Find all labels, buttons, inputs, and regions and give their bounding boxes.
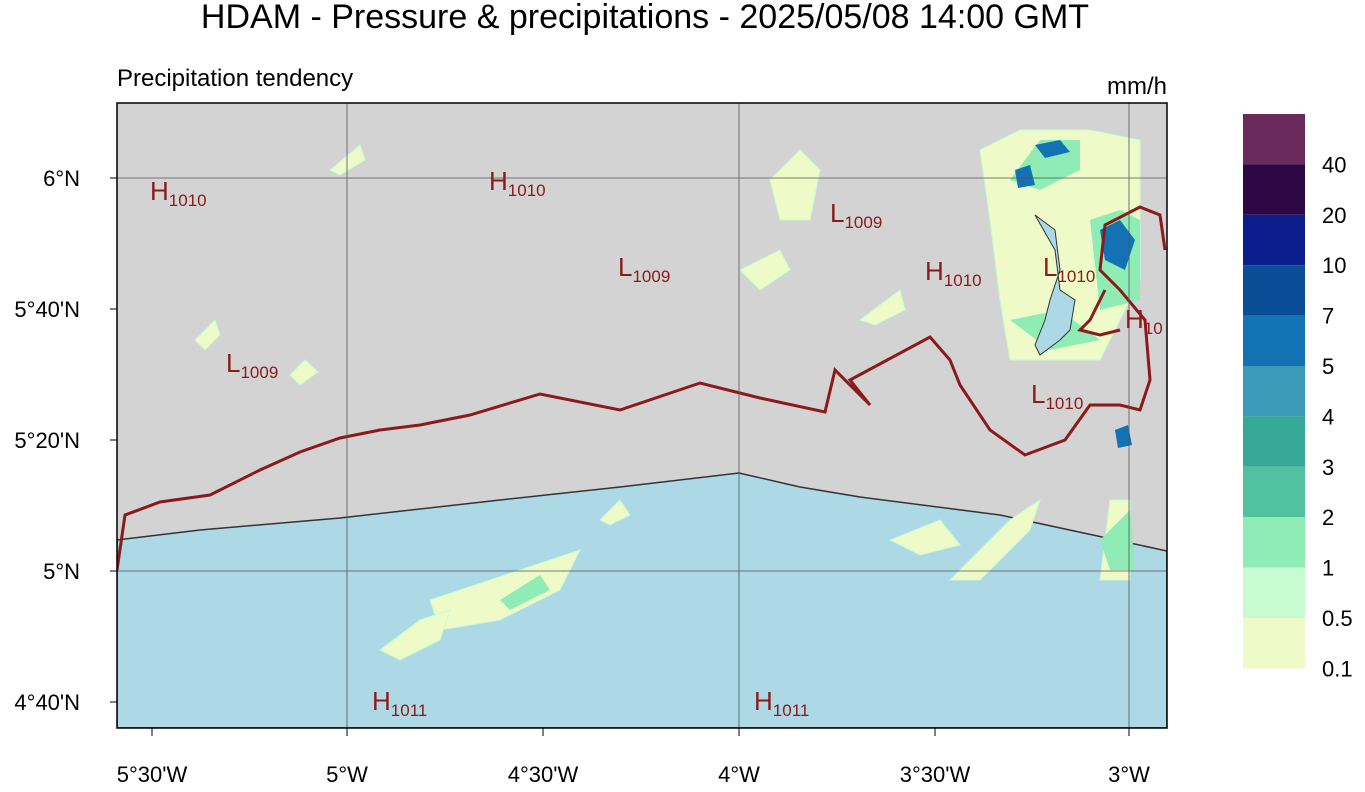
pressure-value: 1011 [391, 701, 428, 720]
pressure-label: L1009 [226, 348, 278, 382]
colorbar-segment [1243, 567, 1305, 618]
colorbar-segment [1243, 214, 1305, 266]
colorbar-segment [1243, 618, 1305, 669]
pressure-value: 1010 [944, 271, 982, 290]
unit: mm/h [1107, 73, 1167, 100]
colorbar-label: 40 [1322, 152, 1346, 177]
lat-label: 6°N [43, 166, 80, 191]
pressure-label: H1010 [489, 166, 546, 200]
pressure-type: H [754, 686, 773, 716]
lon-label: 3°30'W [900, 762, 971, 787]
colorbar-label: 10 [1322, 253, 1346, 278]
lat-label: 5°20'N [14, 428, 80, 453]
pressure-type: H [150, 176, 169, 206]
colorbar-segment [1243, 366, 1305, 417]
colorbar-label: 5 [1322, 354, 1334, 379]
pressure-type: L [830, 198, 844, 228]
colorbar-segment [1243, 466, 1305, 518]
pressure-type: H [925, 256, 944, 286]
colorbar-segment [1243, 265, 1305, 316]
map-area [117, 103, 1167, 728]
pressure-label: H1011 [754, 686, 809, 720]
pressure-value: 10 [1144, 319, 1163, 338]
map-frame [116, 102, 1168, 729]
pressure-value: 1010 [508, 181, 546, 200]
pressure-value: 1009 [240, 363, 278, 382]
pressure-label: L1009 [830, 198, 882, 232]
subtitle: Precipitation tendency [117, 65, 353, 92]
pressure-label: H1010 [150, 176, 207, 210]
isobar [117, 205, 1167, 571]
pressure-label: L1010 [1043, 252, 1095, 286]
lake [1034, 214, 1076, 356]
lon-label: 5°30'W [117, 762, 188, 787]
pressure-value: 1010 [1045, 394, 1083, 413]
pressure-label: L1010 [1031, 379, 1083, 413]
lon-label: 5°W [326, 762, 368, 787]
colorbar-label: 0.5 [1322, 606, 1353, 631]
precipitation-heavy [1015, 140, 1135, 448]
colorbar-label: 2 [1322, 505, 1334, 530]
lat-label: 5°N [43, 559, 80, 584]
colorbar-segment [1243, 315, 1305, 366]
pressure-label: H1011 [372, 686, 427, 720]
colorbar-label: 20 [1322, 203, 1346, 228]
lon-label: 4°30'W [508, 762, 579, 787]
colorbar-label: 7 [1322, 304, 1334, 329]
pressure-value: 1010 [169, 191, 207, 210]
colorbar-label: 4 [1322, 404, 1334, 429]
colorbar-segment [1243, 517, 1305, 568]
isobar [1077, 289, 1121, 337]
colorbar-segment [1243, 416, 1305, 467]
pressure-label: H1010 [925, 256, 982, 290]
colorbar-segment [1243, 114, 1305, 165]
title: HDAM - Pressure & precipitations - 2025/… [201, 0, 1089, 36]
pressure-label: L1009 [618, 252, 670, 286]
pressure-type: L [1043, 252, 1057, 282]
lon-label: 3°W [1108, 762, 1150, 787]
pressure-type: L [1031, 379, 1045, 409]
colorbar-label: 1 [1322, 556, 1334, 581]
pressure-type: H [372, 686, 391, 716]
pressure-value: 1009 [632, 267, 670, 286]
graticule [117, 103, 1167, 728]
colorbar-label: 3 [1322, 455, 1334, 480]
pressure-value: 1010 [1057, 267, 1095, 286]
pressure-value: 1009 [844, 213, 882, 232]
pressure-label: H10 [1125, 304, 1163, 338]
pressure-type: H [489, 166, 508, 196]
lat-label: 4°40'N [14, 690, 80, 715]
pressure-value: 1011 [773, 701, 810, 720]
pressure-type: L [226, 348, 240, 378]
colorbar-segment [1243, 164, 1305, 215]
lon-label: 4°W [718, 762, 760, 787]
pressure-type: L [618, 252, 632, 282]
pressure-type: H [1125, 304, 1144, 334]
lat-label: 5°40'N [14, 297, 80, 322]
colorbar-label: 0.1 [1322, 656, 1353, 681]
